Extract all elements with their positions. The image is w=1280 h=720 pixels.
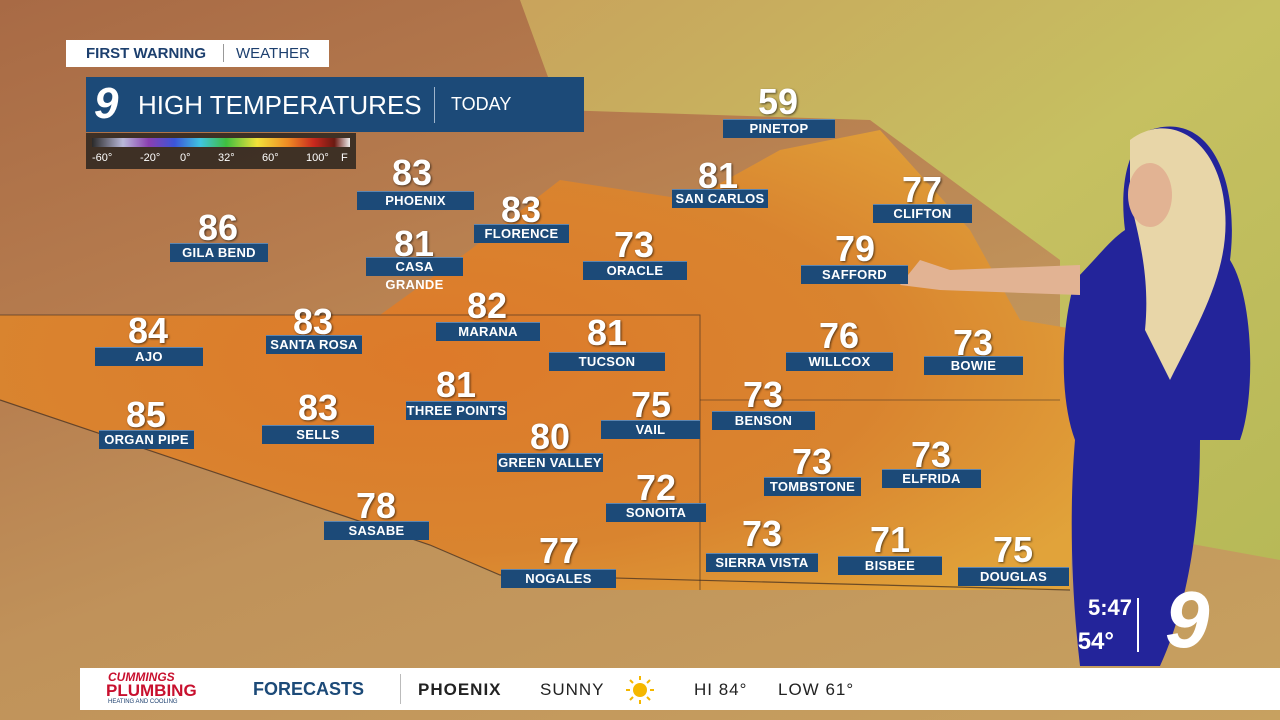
- title-box: 9 HIGH TEMPERATURES TODAY: [86, 77, 584, 132]
- sponsor-name: CUMMINGS: [108, 670, 175, 684]
- city-name: FLORENCE: [474, 224, 569, 243]
- city-temp: 78: [355, 485, 397, 526]
- city-temp: 77: [538, 530, 580, 571]
- city-name: ORACLE: [583, 261, 687, 280]
- legend-tick: 60°: [262, 152, 279, 164]
- city-temp: 81: [435, 364, 477, 405]
- city-name: PHOENIX: [357, 191, 474, 210]
- border-line: [0, 399, 1071, 591]
- city-temp: 80: [529, 416, 571, 457]
- sponsor-name: PLUMBING: [106, 681, 197, 700]
- city-temp: 85: [125, 394, 167, 435]
- county-line: [0, 314, 701, 590]
- city-temp: 83: [292, 301, 334, 342]
- city-temp: 77: [901, 169, 943, 210]
- city-name: TUCSON: [549, 352, 665, 371]
- city-name: SAN CARLOS: [672, 189, 768, 208]
- city-name: BOWIE: [924, 356, 1023, 375]
- city-temp: 81: [697, 155, 739, 196]
- ticker: CUMMINGS PLUMBING HEATING AND COOLING FO…: [80, 668, 1280, 710]
- city-temp: 73: [742, 374, 784, 415]
- city-name: CLIFTON: [873, 204, 972, 223]
- city-temp: 81: [586, 312, 628, 353]
- legend-tick: -60°: [92, 152, 113, 164]
- city-name: VAIL: [601, 420, 700, 439]
- city-temp: 59: [757, 81, 799, 122]
- city-temp: 75: [630, 384, 672, 425]
- city-name: THREE POINTS: [406, 401, 507, 420]
- header-brand: FIRST WARNING: [86, 45, 206, 62]
- forecast-sky: SUNNY: [540, 680, 605, 699]
- city-name: SAFFORD: [801, 265, 908, 284]
- city-temp: 73: [791, 441, 833, 482]
- sun-icon: [626, 676, 654, 704]
- city-name: SIERRA VISTA: [706, 553, 818, 572]
- period: TODAY: [451, 94, 512, 114]
- city-name: SELLS: [262, 425, 374, 444]
- city-name: AJO: [95, 347, 203, 366]
- city-name: ELFRIDA: [882, 469, 981, 488]
- city-temp: 73: [613, 224, 655, 265]
- city-name: SANTA ROSA: [266, 335, 362, 354]
- city-name: GREEN VALLEY: [497, 453, 603, 472]
- divider: [434, 87, 435, 123]
- legend-tick: -20°: [140, 152, 161, 164]
- city-name: ORGAN PIPE: [99, 430, 194, 449]
- forecast-high: HI 84°: [694, 680, 748, 699]
- city-name: NOGALES: [501, 569, 616, 588]
- legend-tick: 32°: [218, 152, 235, 164]
- city-temp: 73: [741, 513, 783, 554]
- city-temp: 79: [834, 228, 876, 269]
- clock-temp: 54°: [1077, 628, 1114, 655]
- sponsor-tagline: HEATING AND COOLING: [108, 699, 178, 705]
- title: HIGH TEMPERATURES: [138, 90, 422, 120]
- city-temp: 81: [393, 223, 435, 264]
- divider: [223, 44, 224, 62]
- city-temp: 71: [869, 519, 911, 560]
- city-name: MARANA: [436, 322, 540, 341]
- legend-unit: F: [341, 152, 348, 164]
- forecast-city: PHOENIX: [418, 680, 502, 699]
- city-name: BISBEE: [838, 556, 942, 575]
- city-name: CASA GRANDE: [366, 257, 463, 292]
- city-temp: 73: [910, 434, 952, 475]
- city-name: SONOITA: [606, 503, 706, 522]
- city-temp: 83: [500, 189, 542, 230]
- city-temp: 86: [197, 207, 239, 248]
- city-name: PINETOP: [723, 119, 835, 138]
- station-logo: 9: [1165, 575, 1210, 664]
- city-temp: 84: [127, 310, 169, 351]
- legend-tick: 0°: [180, 152, 191, 164]
- city-temp: 73: [952, 322, 994, 363]
- forecast-low: LOW 61°: [778, 680, 855, 699]
- city-temp: 76: [818, 315, 860, 356]
- city-temp: 75: [992, 529, 1034, 570]
- city-name: TOMBSTONE: [764, 477, 861, 496]
- city-name: WILLCOX: [786, 352, 893, 371]
- header-section: WEATHER: [236, 45, 310, 62]
- station-logo: 9: [94, 79, 119, 128]
- city-name: DOUGLAS: [958, 567, 1069, 586]
- presenter-face: [1128, 163, 1172, 227]
- city-name: SASABE: [324, 521, 429, 540]
- header-bar: FIRST WARNING WEATHER: [66, 40, 329, 67]
- city-temp: 82: [466, 285, 508, 326]
- divider: [400, 674, 401, 704]
- city-name: GILA BEND: [170, 243, 268, 262]
- state-region: [0, 130, 1080, 590]
- city-name: BENSON: [712, 411, 815, 430]
- segment: FORECASTS: [253, 679, 365, 699]
- city-temp: 83: [391, 152, 433, 193]
- presenter-arm: [900, 260, 1080, 295]
- clock-time: 5:47: [1087, 595, 1132, 620]
- legend-scale: [92, 138, 350, 147]
- city-temp: 72: [635, 467, 677, 508]
- legend-tick: 100°: [306, 152, 329, 164]
- city-temp: 83: [297, 387, 339, 428]
